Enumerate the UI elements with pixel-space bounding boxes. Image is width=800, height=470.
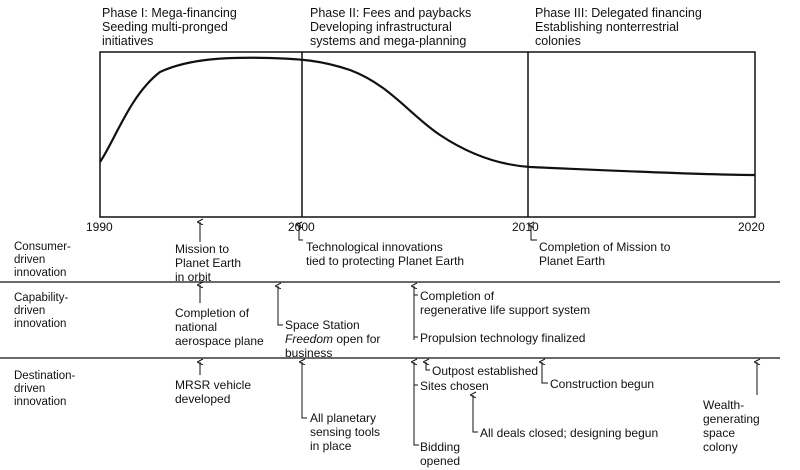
event-completion-mission: Completion of Mission to Planet Earth: [539, 240, 671, 268]
event-propulsion: Propulsion technology finalized: [420, 331, 586, 345]
event-wealth-colony: Wealth-generating space colony: [703, 398, 760, 454]
event-bidding: Bidding opened: [420, 440, 461, 468]
event-mission-planet-earth: Mission to Planet Earth in orbit: [175, 242, 242, 284]
arrow-deals: [473, 395, 478, 433]
arrow-outpost: [426, 362, 430, 371]
arrow-completion-mission: [531, 225, 537, 241]
event-sites: Sites chosen: [420, 379, 489, 393]
phase-2-title: Phase II: Fees and paybacks Developing in…: [310, 6, 472, 48]
freedom-text: Freedom: [285, 332, 334, 346]
funding-curve: [99, 56, 756, 177]
event-mrsr: MRSR vehicle developed: [175, 378, 252, 406]
arrow-tech-innovations: [299, 225, 303, 241]
year-1990: 1990: [86, 220, 113, 234]
row-label-capability: Capability-driven innovation: [14, 292, 69, 330]
event-construction: Construction begun: [550, 377, 655, 391]
arrow-bidding: [414, 362, 419, 446]
event-life-support: Completion of regenerative life support s…: [420, 289, 591, 317]
event-outpost: Outpost established: [432, 364, 539, 378]
event-space-station: Space Station Freedom open for business: [285, 318, 381, 360]
phase-3-title: Phase III: Delegated financing Establishi…: [535, 6, 702, 48]
year-2010: 2010: [512, 220, 539, 234]
event-aerospace-plane: Completion of national aerospace plane: [175, 306, 264, 348]
arrow-construction: [542, 362, 548, 384]
year-2000: 2000: [288, 220, 315, 234]
arrow-space-station: [278, 286, 283, 326]
phase-1-title: Phase I: Mega-financing Seeding multi-pro…: [102, 6, 237, 48]
row-label-consumer: Consumer-driven innovation: [14, 241, 71, 279]
event-sensing-tools: All planetary sensing tools in place: [310, 411, 381, 453]
year-2020: 2020: [738, 220, 765, 234]
event-tech-innovations: Technological innovations tied to protect…: [306, 240, 465, 268]
event-deals: All deals closed; designing begun: [480, 426, 659, 440]
row-label-destination: Destination-driven innovation: [14, 370, 76, 408]
phase-box: [99, 51, 756, 218]
arrow-sensing-tools: [302, 362, 307, 419]
